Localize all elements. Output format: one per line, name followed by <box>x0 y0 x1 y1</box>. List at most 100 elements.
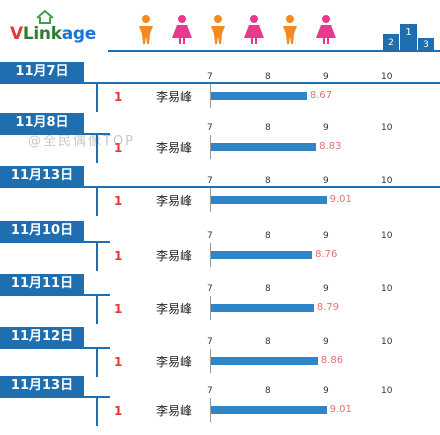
section-divider <box>0 186 440 188</box>
axis-tick-label: 8 <box>265 231 271 241</box>
score-value: 8.79 <box>316 302 340 313</box>
axis-tick-label: 8 <box>265 284 271 294</box>
person-icon <box>139 15 153 44</box>
score-bar <box>211 143 317 151</box>
axis-tick-label: 7 <box>207 284 213 294</box>
axis-tick-label: 10 <box>381 231 393 241</box>
axis-tick-label: 9 <box>323 72 329 82</box>
axis-tick-label: 8 <box>265 72 271 82</box>
artist-name: 李易峰 <box>156 194 193 208</box>
axis-tick-label: 7 <box>207 123 213 133</box>
date-tab: 11月13日 <box>0 166 84 186</box>
section-vertical-rule <box>96 188 98 216</box>
score-bar <box>211 406 327 414</box>
axis-line <box>210 349 211 373</box>
logo: VLinkage <box>10 24 97 44</box>
score-value: 9.01 <box>329 404 352 415</box>
axis-line <box>210 398 211 422</box>
score-value: 8.86 <box>320 355 344 366</box>
axis-tick-label: 10 <box>381 386 393 396</box>
axis-tick-label: 7 <box>207 337 213 347</box>
date-tab: 11月12日 <box>0 327 84 347</box>
axis-tick-label: 8 <box>265 123 271 133</box>
rank-number: 1 <box>114 404 123 418</box>
axis-line <box>210 135 211 159</box>
rank-number: 1 <box>114 90 123 104</box>
axis-tick-label: 10 <box>381 176 393 186</box>
artist-name: 李易峰 <box>156 249 193 263</box>
axis-tick-label: 9 <box>323 123 329 133</box>
section-divider <box>0 133 110 135</box>
date-tab: 11月10日 <box>0 221 84 241</box>
score-value: 8.76 <box>315 249 338 260</box>
svg-text:2: 2 <box>388 38 394 48</box>
score-bar <box>211 196 327 204</box>
score-value: 8.83 <box>319 141 342 152</box>
axis-tick-label: 8 <box>265 337 271 347</box>
date-tab: 11月7日 <box>0 62 84 82</box>
person-icon <box>283 15 297 44</box>
axis-tick-label: 9 <box>323 231 329 241</box>
axis-tick-label: 9 <box>323 386 329 396</box>
section-divider <box>0 241 110 243</box>
podium-icon: 1 2 3 <box>383 24 434 50</box>
person-icon <box>211 15 225 44</box>
axis-tick-label: 8 <box>265 176 271 186</box>
axis-tick-label: 10 <box>381 72 393 82</box>
section-vertical-rule <box>96 349 98 377</box>
score-bar <box>211 357 318 365</box>
section-vertical-rule <box>96 84 98 112</box>
person-icon <box>172 15 192 44</box>
fan-figures <box>139 15 336 44</box>
artist-name: 李易峰 <box>156 302 193 316</box>
rank-number: 1 <box>114 355 123 369</box>
artist-name: 李易峰 <box>156 141 193 155</box>
score-bar <box>211 251 313 259</box>
section-divider <box>0 396 110 398</box>
person-icon <box>316 15 336 44</box>
section-divider <box>0 82 440 84</box>
axis-tick-label: 9 <box>323 284 329 294</box>
rank-number: 1 <box>114 194 123 208</box>
score-bar <box>211 92 307 100</box>
axis-line <box>210 84 211 108</box>
date-tab: 11月8日 <box>0 113 84 133</box>
score-bar <box>211 304 314 312</box>
artist-name: 李易峰 <box>156 355 193 369</box>
artist-name: 李易峰 <box>156 90 193 104</box>
date-tab: 11月13日 <box>0 376 84 396</box>
axis-tick-label: 8 <box>265 386 271 396</box>
house-icon <box>36 10 54 24</box>
axis-tick-label: 9 <box>323 176 329 186</box>
axis-line <box>210 243 211 267</box>
header-divider <box>108 50 440 52</box>
person-icon <box>244 15 264 44</box>
axis-tick-label: 7 <box>207 72 213 82</box>
rank-number: 1 <box>114 141 123 155</box>
section-vertical-rule <box>96 135 98 163</box>
header: VLinkage 1 2 3 <box>0 0 440 52</box>
artist-name: 李易峰 <box>156 404 193 418</box>
section-vertical-rule <box>96 398 98 426</box>
axis-line <box>210 296 211 320</box>
axis-tick-label: 10 <box>381 337 393 347</box>
rank-number: 1 <box>114 302 123 316</box>
date-tab: 11月11日 <box>0 274 84 294</box>
axis-tick-label: 9 <box>323 337 329 347</box>
axis-tick-label: 7 <box>207 231 213 241</box>
section-divider <box>0 294 110 296</box>
svg-text:1: 1 <box>405 27 411 38</box>
section-vertical-rule <box>96 243 98 271</box>
axis-line <box>210 188 211 212</box>
watermark: @全民偶像TOP <box>28 134 136 149</box>
svg-text:3: 3 <box>423 40 429 50</box>
axis-tick-label: 7 <box>207 176 213 186</box>
rank-number: 1 <box>114 249 123 263</box>
axis-tick-label: 10 <box>381 284 393 294</box>
section-vertical-rule <box>96 296 98 324</box>
score-value: 8.67 <box>309 90 333 101</box>
axis-tick-label: 10 <box>381 123 393 133</box>
score-value: 9.01 <box>329 194 352 205</box>
section-divider <box>0 347 110 349</box>
axis-tick-label: 7 <box>207 386 213 396</box>
